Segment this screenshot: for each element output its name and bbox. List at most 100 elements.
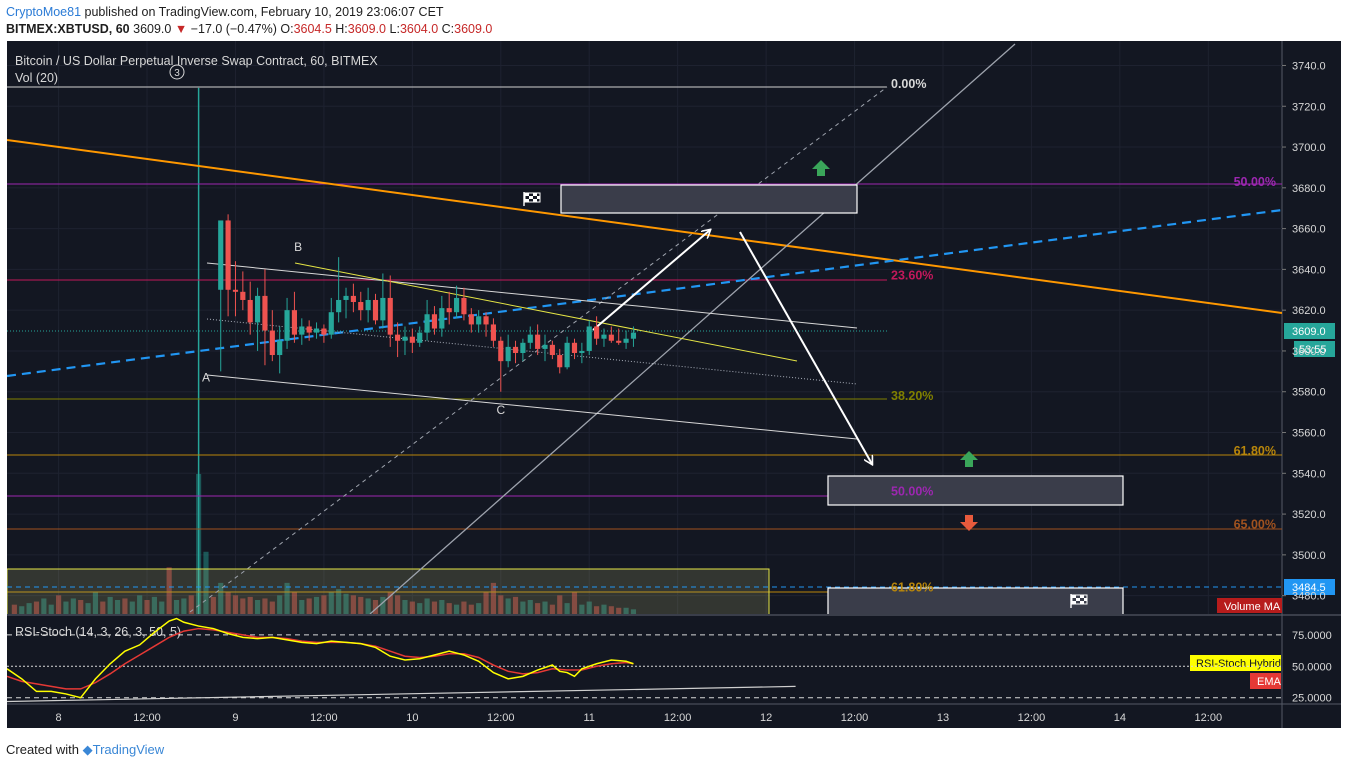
grid bbox=[7, 41, 1282, 614]
time-tick-label: 9 bbox=[232, 712, 238, 724]
orange-trendline[interactable] bbox=[7, 139, 1282, 314]
volume-bar bbox=[254, 600, 261, 614]
channel-lower[interactable] bbox=[206, 374, 858, 440]
target-zone-middle[interactable] bbox=[827, 475, 1124, 506]
price-tick-label: 3580.0 bbox=[1292, 387, 1326, 399]
time-axis[interactable] bbox=[7, 704, 1282, 728]
rsi-hybrid-legend-label: RSI-Stoch Hybrid bbox=[1196, 658, 1281, 670]
volume-bar bbox=[350, 595, 356, 614]
rsi-tick-label: 75.0000 bbox=[1292, 630, 1332, 642]
close-value: 3609.0 bbox=[454, 22, 493, 36]
volume-bar bbox=[586, 601, 592, 614]
candle-body bbox=[269, 330, 275, 356]
candle-body bbox=[387, 297, 393, 335]
candle-body bbox=[535, 334, 541, 349]
event-marker-circle[interactable] bbox=[169, 64, 185, 80]
candle-body bbox=[247, 299, 253, 323]
candle-body bbox=[476, 316, 482, 325]
yellow-zone-box[interactable] bbox=[7, 568, 770, 615]
volume-bar bbox=[505, 598, 511, 614]
price-tick-label: 3500.0 bbox=[1292, 550, 1326, 562]
volume-bar bbox=[70, 598, 76, 614]
candle-body bbox=[557, 355, 563, 368]
yellow-wedge-line[interactable] bbox=[294, 262, 798, 362]
down-arrow-icon bbox=[960, 515, 978, 531]
blue-dashed-trendline[interactable] bbox=[7, 208, 1282, 378]
volume-bar bbox=[19, 606, 25, 614]
price-tick-label: 3620.0 bbox=[1292, 305, 1326, 317]
fib-level-label: 61.80% bbox=[1234, 444, 1276, 458]
price-tick-label: 3480.0 bbox=[1292, 591, 1326, 603]
created-with-label: Created with bbox=[6, 742, 79, 757]
fib-trend-dashed[interactable] bbox=[189, 86, 888, 613]
volume-bar bbox=[78, 600, 84, 614]
volume-bar bbox=[431, 601, 438, 614]
volume-bar bbox=[439, 600, 445, 614]
candle-body bbox=[336, 299, 342, 313]
volume-bar bbox=[33, 601, 40, 614]
candle-body bbox=[225, 220, 231, 290]
volume-bar bbox=[520, 601, 526, 614]
rsi-ema-legend bbox=[1250, 673, 1281, 689]
header-line-1: CryptoMoe81 published on TradingView.com… bbox=[6, 5, 444, 19]
candles[interactable] bbox=[218, 214, 637, 392]
target-zone-lower[interactable] bbox=[827, 587, 1124, 618]
fib-level-label: 61.80% bbox=[891, 581, 933, 595]
price-tick-label: 3660.0 bbox=[1292, 224, 1326, 236]
volume-bar bbox=[343, 593, 349, 614]
candle-body bbox=[579, 350, 585, 353]
chart-labels: A B C 0.00% 23.60% 38.20% 50.00% 61.80% 50.00% 61… bbox=[202, 77, 1276, 595]
volume-bar bbox=[11, 604, 17, 614]
event-marker-label: 3 bbox=[174, 68, 180, 79]
volume-bar bbox=[107, 596, 113, 614]
volume-ma-label: Volume MA bbox=[1224, 601, 1281, 613]
volume-bar bbox=[159, 601, 165, 614]
price-axis[interactable] bbox=[1282, 41, 1341, 728]
tradingview-logo-icon: ◆ bbox=[82, 742, 93, 757]
axes: 3480.0 3500.0 3520.0 3540.0 3560.0 3580.0 3600… bbox=[56, 60, 1332, 724]
volume-bar bbox=[512, 596, 519, 614]
tradingview-brand[interactable]: TradingView bbox=[92, 742, 165, 757]
volume-bar bbox=[218, 582, 224, 614]
time-tick-label: 12:00 bbox=[487, 712, 515, 724]
volume-bar bbox=[129, 601, 135, 614]
target-zone-upper[interactable] bbox=[560, 184, 858, 214]
down-projection-arrow[interactable] bbox=[739, 231, 872, 464]
time-tick-label: 11 bbox=[584, 712, 595, 724]
down-triangle-icon: ▼ bbox=[174, 22, 188, 36]
volume-bar bbox=[468, 604, 474, 614]
open-value: 3604.5 bbox=[293, 22, 332, 36]
candle-body bbox=[306, 326, 312, 333]
candle-body bbox=[313, 328, 320, 333]
candle-body bbox=[380, 297, 386, 321]
volume-bar bbox=[424, 598, 430, 614]
candle-body bbox=[520, 342, 526, 353]
volume-bar bbox=[100, 601, 106, 614]
volume-bar bbox=[232, 595, 239, 614]
volume-bar bbox=[151, 596, 157, 614]
level-3484-label: 3484.5 bbox=[1292, 582, 1326, 594]
time-tick-label: 13 bbox=[937, 712, 949, 724]
grey-ascending-line[interactable] bbox=[369, 43, 1016, 614]
candle-body bbox=[453, 297, 460, 313]
price-pane[interactable] bbox=[7, 41, 1282, 614]
candle-body bbox=[616, 340, 622, 343]
volume-bar bbox=[63, 601, 69, 614]
drawings[interactable] bbox=[7, 43, 1282, 618]
volume-bar bbox=[579, 604, 585, 614]
channel-upper[interactable] bbox=[206, 262, 858, 329]
up-projection-arrow[interactable] bbox=[592, 230, 710, 331]
volume-bar bbox=[114, 600, 121, 614]
time-tick-label: 12:00 bbox=[310, 712, 338, 724]
volume-bar bbox=[630, 609, 637, 614]
rsi-ema-legend-label: EMA bbox=[1257, 676, 1282, 688]
author-link[interactable]: CryptoMoe81 bbox=[6, 5, 82, 19]
time-tick-label: 12:00 bbox=[1195, 712, 1223, 724]
volume-bar bbox=[446, 603, 452, 614]
volume-bar bbox=[535, 603, 541, 614]
volume-label: Vol (20) bbox=[15, 71, 58, 85]
candle-body bbox=[395, 334, 401, 341]
volume-bar bbox=[601, 604, 607, 614]
volume-bar bbox=[616, 607, 622, 614]
